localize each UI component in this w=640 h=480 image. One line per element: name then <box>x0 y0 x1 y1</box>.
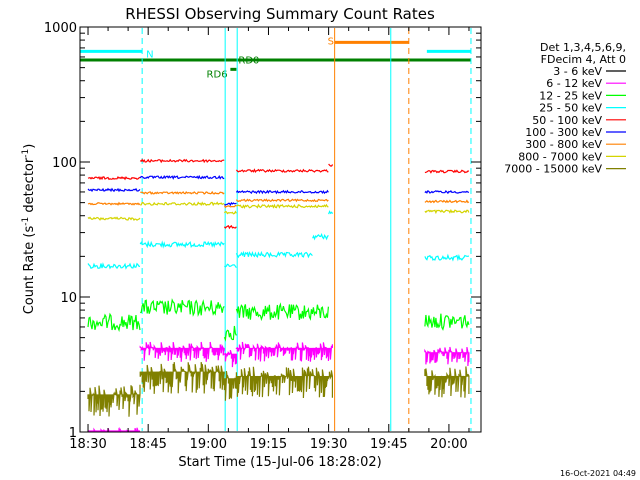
y-axis-label: Count Rate (s-1 detector-1) <box>21 144 37 315</box>
series-25-50-kev <box>87 210 470 270</box>
legend-label: 12 - 25 keV <box>539 89 602 102</box>
series-100-300-kev <box>87 174 470 207</box>
legend-header: FDecim 4, Att 0 <box>541 53 626 66</box>
series-segment <box>223 371 237 401</box>
plot-frame <box>79 26 482 433</box>
series-segment <box>424 366 470 398</box>
series-segment <box>235 302 329 322</box>
series-segment <box>139 158 225 164</box>
y-tick-label: 100 <box>52 156 77 171</box>
flag-label-n: N <box>146 49 153 60</box>
series-segment <box>235 341 333 362</box>
legend-label: 7000 - 15000 keV <box>504 163 602 176</box>
series-segment <box>87 216 141 221</box>
x-tick-label: 18:45 <box>129 437 166 452</box>
legend-header: Det 1,3,4,5,6,9, <box>540 41 626 54</box>
y-tick-label: 1000 <box>44 21 77 36</box>
series-segment <box>328 163 334 167</box>
y-axis-label-sup1: -1 <box>21 217 31 226</box>
series-50-100-kev <box>87 158 469 230</box>
series-segment <box>424 199 470 204</box>
series-segment <box>87 187 141 193</box>
series-segment <box>223 325 237 342</box>
series-6-12-kev <box>88 341 470 433</box>
series-segment <box>139 174 225 180</box>
series-segment <box>424 189 470 195</box>
series-segment <box>328 210 334 215</box>
series-segment <box>224 201 237 207</box>
series-segment <box>223 224 237 230</box>
series-segment <box>235 366 333 399</box>
x-tick-label: 18:30 <box>69 437 106 452</box>
series-segment <box>139 240 225 249</box>
legend-label: 300 - 800 keV <box>525 138 602 151</box>
series-segment <box>223 204 237 209</box>
series-segment <box>139 362 225 394</box>
y-axis-label-sup2: -1 <box>21 149 31 158</box>
timestamp: 16-Oct-2021 04:49 <box>560 469 636 478</box>
series-segment <box>87 201 141 206</box>
x-tick-label: 20:00 <box>430 437 467 452</box>
legend-label: 800 - 7000 keV <box>518 150 602 163</box>
chart-title: RHESSI Observing Summary Count Rates <box>125 5 435 23</box>
series-segment <box>140 201 225 207</box>
series-segment <box>140 190 225 195</box>
vertical-markers <box>141 28 472 431</box>
flag-label-rd0: RD0 <box>238 55 259 66</box>
series-segment <box>424 346 470 367</box>
x-axis-label: Start Time (15-Jul-06 18:28:02) <box>178 455 381 470</box>
series-segment <box>235 168 329 174</box>
series-segment <box>140 298 225 318</box>
y-tick-label: 1 <box>69 426 77 441</box>
series-group <box>87 158 470 433</box>
series-segment <box>235 189 329 195</box>
series-segment <box>236 203 329 209</box>
series-12-25-kev <box>87 298 470 342</box>
axis-ticks: 18:30 18:45 19:00 19:15 19:30 19:45 20:00 1 10 10… <box>44 21 481 452</box>
series-segment <box>424 208 470 215</box>
series-segment <box>223 210 237 215</box>
series-segment <box>223 263 237 269</box>
series-segment <box>235 198 329 203</box>
x-tick-label: 19:45 <box>370 437 407 452</box>
series-segment <box>139 341 225 362</box>
series-7000-15000-kev <box>87 362 470 417</box>
flag-label-s: S <box>328 36 334 47</box>
flag-label-rd6: RD6 <box>207 69 228 80</box>
series-segment <box>424 313 470 331</box>
series-segment <box>87 384 141 417</box>
legend-label: 3 - 6 keV <box>553 65 602 78</box>
x-tick-label: 19:15 <box>250 437 287 452</box>
series-300-800-kev <box>87 190 470 209</box>
series-segment <box>88 426 140 433</box>
y-axis-label-end: ) <box>22 144 37 149</box>
series-segment <box>87 262 141 270</box>
flag-bars: N S RD0 RD6 <box>80 36 471 80</box>
series-segment <box>424 253 470 262</box>
x-tick-label: 19:00 <box>190 437 227 452</box>
series-segment <box>312 232 329 241</box>
series-segment <box>235 250 313 259</box>
legend-label: 50 - 100 keV <box>532 114 602 127</box>
y-tick-label: 10 <box>60 291 77 306</box>
series-800-7000-kev <box>87 201 470 221</box>
x-tick-label: 19:30 <box>310 437 347 452</box>
series-segment <box>424 169 469 174</box>
legend: Det 1,3,4,5,6,9,FDecim 4, Att 03 - 6 keV… <box>504 41 626 176</box>
legend-label: 100 - 300 keV <box>525 126 602 139</box>
series-segment <box>223 349 237 368</box>
legend-label: 25 - 50 keV <box>539 102 602 115</box>
legend-label: 6 - 12 keV <box>546 77 602 90</box>
y-axis-label-mid: detector <box>22 157 37 217</box>
series-segment <box>87 175 141 181</box>
y-axis-label-main: Count Rate (s <box>22 226 37 315</box>
series-segment <box>87 312 141 333</box>
